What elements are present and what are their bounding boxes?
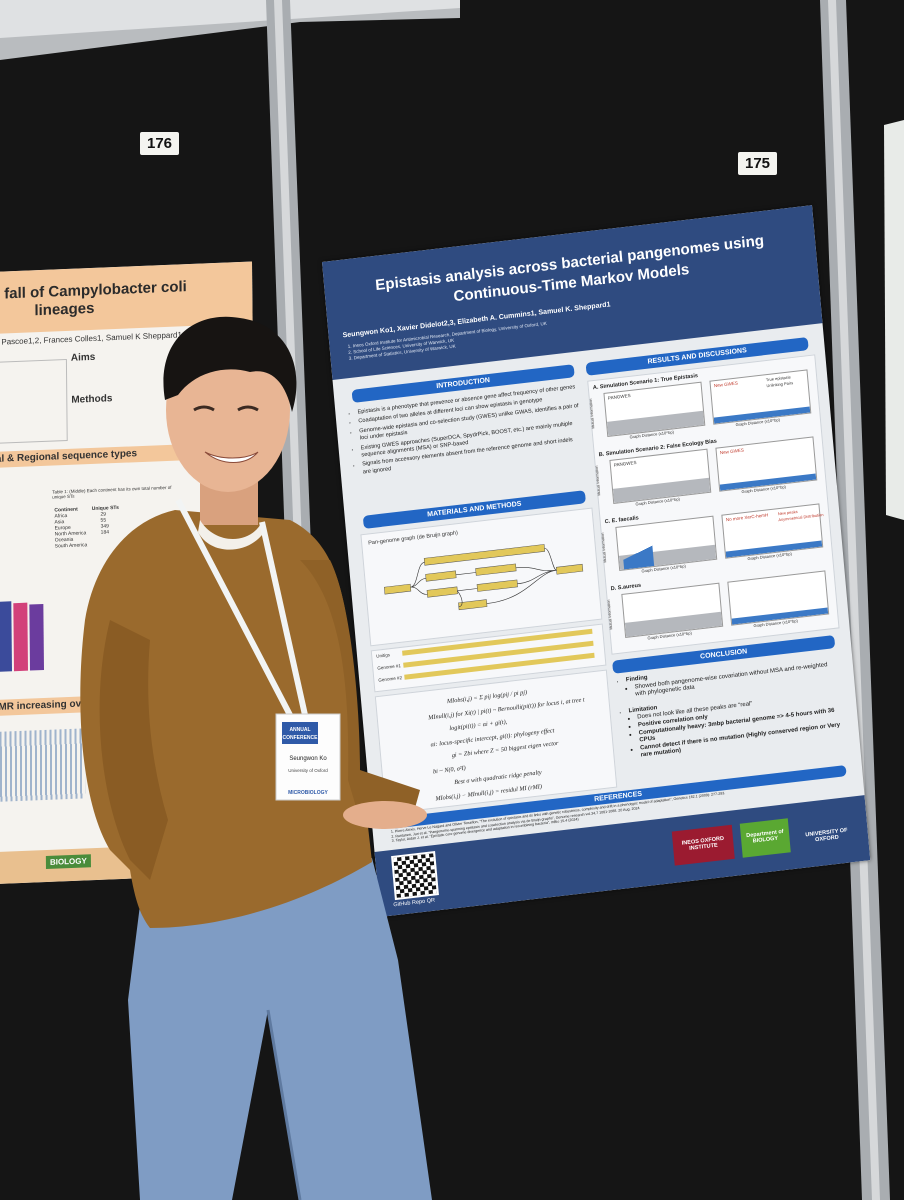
node [556,563,584,575]
hair [163,316,297,412]
booth-number: 175 [738,152,778,175]
poster: Epistasis analysis across bacterial pang… [322,205,871,917]
smile [204,451,259,463]
booth-number: 176 [140,132,180,155]
badge-sponsor: MICROBIOLOGY [288,790,328,796]
collar [198,520,262,550]
node [426,586,458,598]
top-rail-highlight [0,0,460,38]
node [425,570,457,582]
sweater-arm [300,560,420,820]
badge-name: Seungwon Ko [289,756,327,762]
node [458,599,488,611]
eyes [193,405,259,412]
node [384,583,412,595]
node [423,544,546,566]
badge-affiliation: University of Oxford [288,768,328,773]
edge [410,548,557,608]
graph-figure: Pan-genome graph (de Bruijn graph) [360,507,603,647]
node [475,563,517,576]
sweater-arm-shadow [99,620,168,880]
de-bruijn-graph [384,544,584,611]
badge-header-text: CONFERENCE [282,735,318,741]
jeans-seam [266,1009,302,1200]
node [476,579,518,592]
badge-header [282,722,318,744]
jeans [128,858,432,1200]
lanyard [175,498,308,717]
badge-header-text: ANNUAL [289,727,310,733]
hand [343,801,427,829]
next-poster-edge [884,120,904,520]
right-pole-highlight [828,0,880,1200]
